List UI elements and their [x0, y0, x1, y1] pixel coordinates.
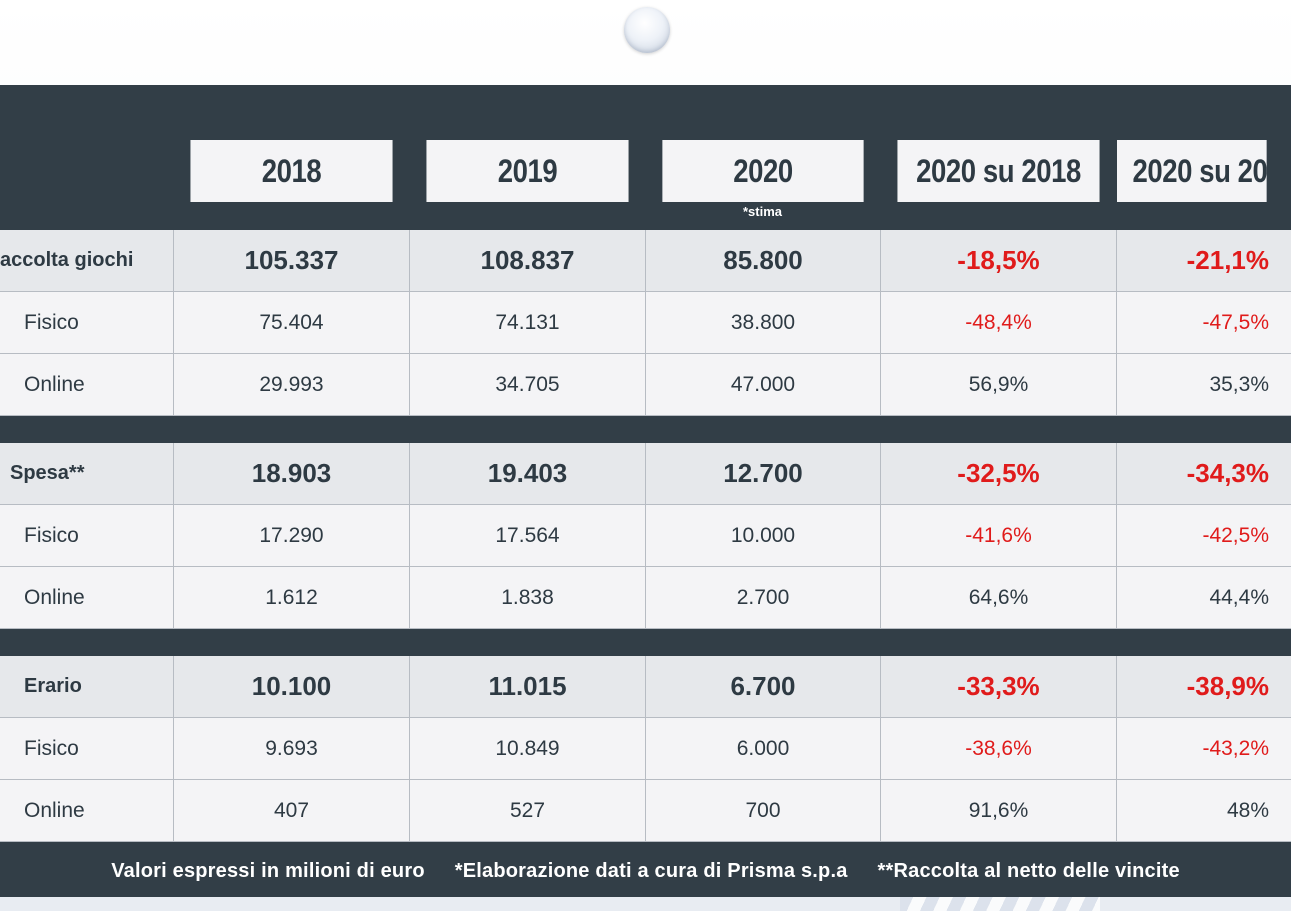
footer-notes: Valori espressi in milioni di euro *Elab… [0, 843, 1291, 899]
header-2020-vs-2018: 2020 su 2018 [897, 140, 1100, 202]
table-cell: 9.693 [174, 718, 410, 780]
table-cell: -48,4% [881, 292, 1117, 354]
table-cell: 44,4% [1117, 567, 1291, 629]
table-cell: 74.131 [410, 292, 646, 354]
row-label: Online [0, 567, 174, 629]
header-2019: 2019 [426, 140, 629, 202]
table-cell: -34,3% [1117, 443, 1291, 505]
table-cell: 18.903 [174, 443, 410, 505]
row-label: Online [0, 780, 174, 842]
table-cell: 29.993 [174, 354, 410, 416]
table-cell: 64,6% [881, 567, 1117, 629]
table-cell: -32,5% [881, 443, 1117, 505]
table-cell: 19.403 [410, 443, 646, 505]
row-label: accolta giochi [0, 230, 174, 292]
table-cell: 10.000 [646, 505, 881, 567]
table-cell: 47.000 [646, 354, 881, 416]
table-row-raccolta: accolta giochi 105.337 108.837 85.800 -1… [0, 230, 1291, 292]
row-label: Fisico [0, 718, 174, 780]
table-cell: -38,6% [881, 718, 1117, 780]
row-label: Spesa** [0, 443, 174, 505]
table-cell: 48% [1117, 780, 1291, 842]
table-cell: -38,9% [1117, 656, 1291, 718]
table-cell: 34.705 [410, 354, 646, 416]
decorative-stripes [900, 897, 1100, 911]
footer-note-spesa: **Raccolta al netto delle vincite [877, 859, 1180, 882]
table-row-erario-fisico: Fisico 9.693 10.849 6.000 -38,6% -43,2% [0, 718, 1291, 780]
table-cell: 17.564 [410, 505, 646, 567]
table-row-raccolta-fisico: Fisico 75.404 74.131 38.800 -48,4% -47,5… [0, 292, 1291, 354]
table-cell: 12.700 [646, 443, 881, 505]
table-cell: 35,3% [1117, 354, 1291, 416]
table-cell: 1.838 [410, 567, 646, 629]
table-cell: -18,5% [881, 230, 1117, 292]
table-cell: 700 [646, 780, 881, 842]
table-row-erario: Erario 10.100 11.015 6.700 -33,3% -38,9% [0, 656, 1291, 718]
table-cell: 108.837 [410, 230, 646, 292]
table-cell: 10.100 [174, 656, 410, 718]
table-cell: -47,5% [1117, 292, 1291, 354]
footer-note-units: Valori espressi in milioni di euro [111, 859, 425, 882]
header-2018: 2018 [190, 140, 393, 202]
table-cell: 17.290 [174, 505, 410, 567]
table-cell: 105.337 [174, 230, 410, 292]
row-label: Fisico [0, 292, 174, 354]
table-cell: 85.800 [646, 230, 881, 292]
table-cell: 75.404 [174, 292, 410, 354]
footer-note-source: *Elaborazione dati a cura di Prisma s.p.… [454, 859, 848, 882]
table-row-spesa-fisico: Fisico 17.290 17.564 10.000 -41,6% -42,5… [0, 505, 1291, 567]
table-cell: 6.700 [646, 656, 881, 718]
row-label: Fisico [0, 505, 174, 567]
table-cell: -42,5% [1117, 505, 1291, 567]
table-cell: 38.800 [646, 292, 881, 354]
table-cell: 56,9% [881, 354, 1117, 416]
table-row-spesa: Spesa** 18.903 19.403 12.700 -32,5% -34,… [0, 443, 1291, 505]
table-cell: 2.700 [646, 567, 881, 629]
table-cell: -41,6% [881, 505, 1117, 567]
table-row-spesa-online: Online 1.612 1.838 2.700 64,6% 44,4% [0, 567, 1291, 629]
header-2020: 2020 [662, 140, 864, 202]
table-row-erario-online: Online 407 527 700 91,6% 48% [0, 780, 1291, 842]
table-cell: 11.015 [410, 656, 646, 718]
header-2020-vs-2019: 2020 su 20 [1117, 140, 1267, 202]
table-cell: -33,3% [881, 656, 1117, 718]
table-cell: 527 [410, 780, 646, 842]
table-cell: 91,6% [881, 780, 1117, 842]
row-label: Erario [0, 656, 174, 718]
table-cell: -21,1% [1117, 230, 1291, 292]
table-row-raccolta-online: Online 29.993 34.705 47.000 56,9% 35,3% [0, 354, 1291, 416]
table-cell: 10.849 [410, 718, 646, 780]
table-cell: -43,2% [1117, 718, 1291, 780]
table-cell: 1.612 [174, 567, 410, 629]
stima-note: *stima [742, 204, 783, 219]
top-circle-ornament [624, 7, 670, 53]
table-cell: 6.000 [646, 718, 881, 780]
row-label: Online [0, 354, 174, 416]
table-cell: 407 [174, 780, 410, 842]
